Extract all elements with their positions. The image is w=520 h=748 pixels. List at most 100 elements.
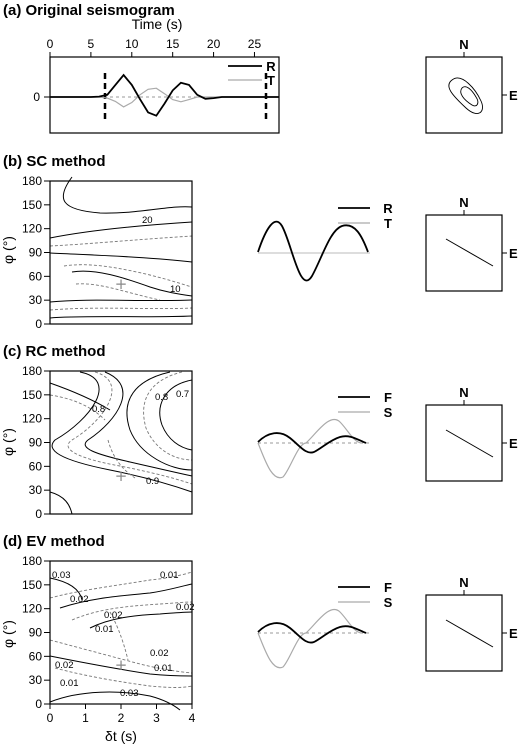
contour-line xyxy=(71,270,193,297)
panel-b-title: (b) SC method xyxy=(3,153,106,170)
contour-label: 0.03 xyxy=(120,688,139,699)
ytick-label: 60 xyxy=(29,649,43,663)
ytick-label: 120 xyxy=(22,222,42,236)
contour-label: 10 xyxy=(170,284,181,295)
contour-label: 0.9 xyxy=(146,476,159,487)
contour-line xyxy=(89,611,193,629)
contour-line xyxy=(54,667,193,688)
contour-line xyxy=(49,571,193,599)
panel-c-legend-S-label: S xyxy=(384,405,393,420)
ytick-label: 0 xyxy=(35,317,42,331)
panel-a-tick-marks xyxy=(49,52,255,57)
contour-line xyxy=(49,639,193,674)
panel-d-legend-S-label: S xyxy=(384,595,393,610)
xtick-label: 1 xyxy=(82,711,89,725)
panel-b-contours xyxy=(49,176,193,319)
contour-line xyxy=(71,601,193,621)
contour-line xyxy=(75,283,161,301)
contour-label: 0.01 xyxy=(60,678,79,689)
contour-line xyxy=(49,252,193,263)
contour-label: 0.02 xyxy=(70,594,89,605)
panel-a-xtick-label: 5 xyxy=(88,37,95,51)
pm-c-east-label: E xyxy=(509,436,518,451)
xtick-label: 2 xyxy=(118,711,125,725)
contour-label: 0.8 xyxy=(92,404,105,415)
panel-c-ylabel: φ (°) xyxy=(0,428,16,456)
panel-c-contours xyxy=(49,371,193,515)
contour-line xyxy=(49,491,73,515)
contour-label: 0.01 xyxy=(95,624,114,635)
panel-a-xlabel: Time (s) xyxy=(132,16,183,32)
ytick-label: 120 xyxy=(22,602,42,616)
contour-line xyxy=(49,394,106,421)
contour-label: 0.7 xyxy=(176,389,189,400)
contour-line xyxy=(49,577,83,601)
panel-c-S-waveform xyxy=(257,442,307,479)
contour-line xyxy=(126,371,193,471)
contour-line xyxy=(62,176,193,214)
contour-label: 0.02 xyxy=(104,610,123,621)
minimum-cross-marker: + xyxy=(115,656,128,674)
panel-d-F-waveform xyxy=(257,622,367,644)
panel-a-xticks: 0 5 10 15 20 25 xyxy=(47,37,262,51)
pm-c-motion-line xyxy=(445,429,494,458)
ytick-label: 0 xyxy=(35,697,42,711)
contour-label: 0.02 xyxy=(150,648,169,659)
panel-c-F-waveform xyxy=(257,432,367,454)
contour-line xyxy=(49,655,193,677)
panel-d-legend-F-label: F xyxy=(384,580,392,595)
panel-a-xtick-label: 15 xyxy=(166,37,180,51)
panel-b-legend-T-label: T xyxy=(384,216,392,231)
panel-c-yticks: 0 30 60 90 120 150 180 xyxy=(22,364,50,521)
pm-d-north-label: N xyxy=(459,575,468,590)
contour-line xyxy=(49,315,193,319)
panel-d-title: (d) EV method xyxy=(3,533,105,550)
xtick-label: 0 xyxy=(47,711,54,725)
panel-b-yticks: 0 30 60 90 120 150 180 xyxy=(22,174,50,331)
panel-d-particle-motion-box xyxy=(425,594,503,672)
ytick-label: 150 xyxy=(22,578,42,592)
contour-line xyxy=(109,611,129,661)
panel-b-particle-motion-box xyxy=(425,214,503,292)
contour-label: 0.03 xyxy=(52,570,71,581)
panel-a-particle-motion-box xyxy=(425,56,503,134)
contour-line xyxy=(49,299,193,303)
ytick-label: 150 xyxy=(22,198,42,212)
ytick-label: 90 xyxy=(29,436,43,450)
panel-d-yticks: 0 30 60 90 120 150 180 xyxy=(22,554,50,711)
contour-line xyxy=(49,221,193,239)
contour-label: 0.8 xyxy=(155,392,168,403)
ytick-label: 60 xyxy=(29,459,43,473)
contour-line xyxy=(67,371,193,485)
panel-b-plot-frame xyxy=(49,180,193,325)
panel-c-particle-motion-box xyxy=(425,404,503,482)
panel-a-xtick-label: 10 xyxy=(125,37,139,51)
ytick-label: 180 xyxy=(22,364,42,378)
panel-d-S-waveform-tail xyxy=(305,609,363,634)
contour-label: 20 xyxy=(142,215,153,226)
legend-R-label: R xyxy=(266,59,276,74)
panel-b-legend-R-label: R xyxy=(383,201,393,216)
contour-line xyxy=(63,264,193,288)
pm-d-motion-line xyxy=(445,619,494,648)
pm-b-north-label: N xyxy=(459,195,468,210)
series-T-line xyxy=(50,87,279,108)
contour-line xyxy=(49,382,111,411)
pm-c-north-label: N xyxy=(459,385,468,400)
panel-a-xtick-label: 25 xyxy=(248,37,262,51)
contour-label: 0.01 xyxy=(160,570,179,581)
contour-line xyxy=(49,235,193,247)
pm-a-north-label: N xyxy=(459,37,468,52)
ytick-label: 30 xyxy=(29,673,43,687)
contour-line xyxy=(84,371,193,477)
panel-c-title: (c) RC method xyxy=(3,343,106,360)
panel-a-ytick-0: 0 xyxy=(33,90,40,104)
ytick-label: 30 xyxy=(29,293,43,307)
contour-line xyxy=(143,371,193,461)
ytick-label: 120 xyxy=(22,412,42,426)
pm-a-east-label: E xyxy=(509,88,518,103)
ytick-label: 180 xyxy=(22,554,42,568)
contour-label: 0.02 xyxy=(176,602,195,613)
ytick-label: 30 xyxy=(29,483,43,497)
